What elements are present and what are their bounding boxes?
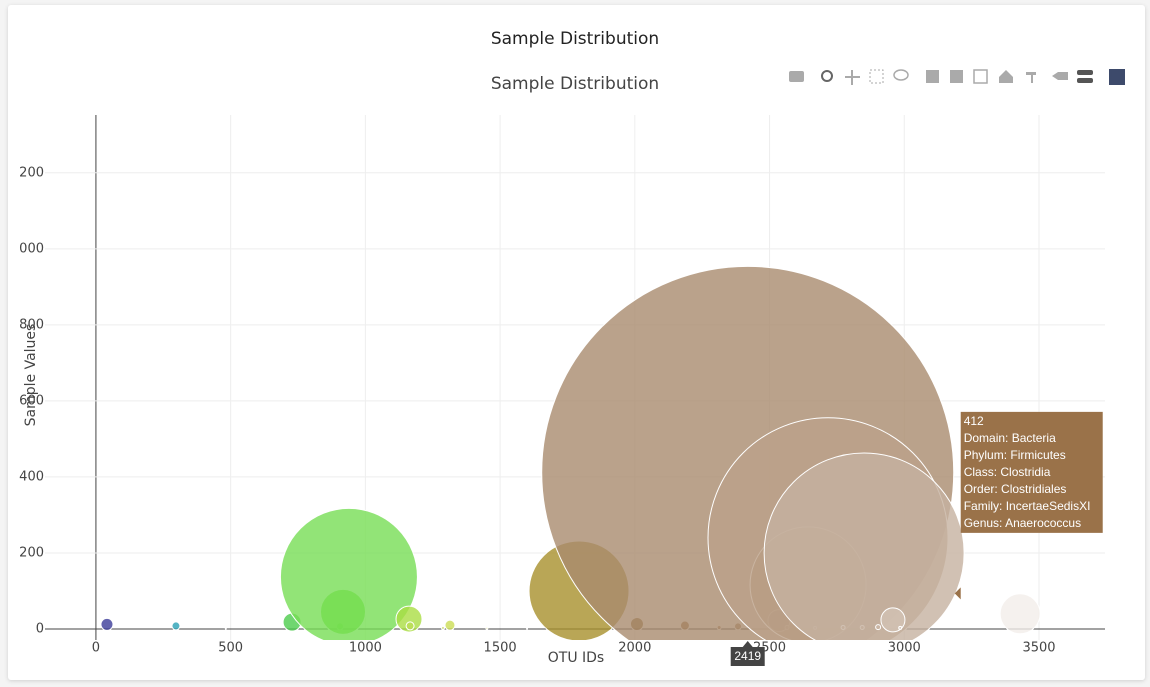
hover-box [954,411,1103,600]
hover-line: Class: Clostridia [964,465,1051,479]
camera-button[interactable] [789,71,804,82]
x-tick-label: 2000 [618,641,651,656]
x-tick-label: 3500 [1022,641,1055,656]
bubble [875,624,882,631]
x-tick-label: 3000 [888,641,921,656]
hover-closest-button[interactable] [1052,72,1068,80]
bubble [898,625,903,630]
x-axis-title: OTU IDs [548,650,604,666]
bubble [395,605,423,633]
labels: 0 500 1000 1500 2000 2500 3000 3500020040060080… [19,165,1055,655]
spike-button[interactable] [1026,72,1036,83]
select-button[interactable] [869,69,884,84]
y-tick-label: 800 [19,317,44,332]
x-tick-label: 1500 [484,641,517,656]
y-tick-label: 600 [19,393,44,408]
bubble [880,607,906,633]
hover-compare-button[interactable] [1077,70,1093,75]
lasso-button[interactable] [893,69,909,81]
pan-button[interactable] [845,70,860,85]
y-axis-title: Sample Values [23,324,39,427]
bubble [100,617,114,631]
bubble [763,452,965,640]
plotly-logo[interactable] [1109,69,1125,85]
bubbles [100,265,1041,640]
hover-line: Genus: Anaerococcus [964,516,1081,530]
hover-line: Domain: Bacteria [964,431,1056,445]
autoscale-button[interactable] [973,69,988,84]
bubble [526,627,529,630]
hover-line: Family: IncertaeSedisXI [964,499,1091,513]
y-tick-label: 200 [19,545,44,560]
x-tick-label: 1000 [349,641,382,656]
hover-x-value: 2419 [734,649,761,663]
y-tick-label: 200 [19,165,44,180]
bubble [171,621,181,631]
hover-label: 412 Domain: Bacteria Phylum: Firmicutes Cla… [730,411,1103,666]
bubble [405,621,415,631]
bubble [440,625,445,630]
zoom-in-button[interactable] [926,70,939,83]
page-title: Sample Distribution [491,29,659,49]
y-tick-label: 0 [36,621,44,636]
hover-value: 412 [964,414,984,428]
x-tick-label: 500 [218,641,243,656]
bubble [999,593,1041,635]
bubble [444,619,456,631]
bubble [224,627,227,630]
modebar [789,69,1125,85]
y-tick-label: 000 [19,241,44,256]
hover-x-box [730,641,765,666]
bubble [485,626,489,630]
y-tick-label: 400 [19,469,44,484]
chart-title: Sample Distribution [491,74,659,94]
hover-line: Order: Clostridiales [964,482,1067,496]
x-tick-label: 0 [92,641,100,656]
hover-compare-button[interactable] [1077,78,1093,83]
zoom-out-button[interactable] [950,70,963,83]
bubble [279,507,418,640]
hover-line: Phylum: Firmicutes [964,448,1066,462]
reset-button[interactable] [999,70,1013,83]
zoom-button[interactable] [821,70,833,82]
